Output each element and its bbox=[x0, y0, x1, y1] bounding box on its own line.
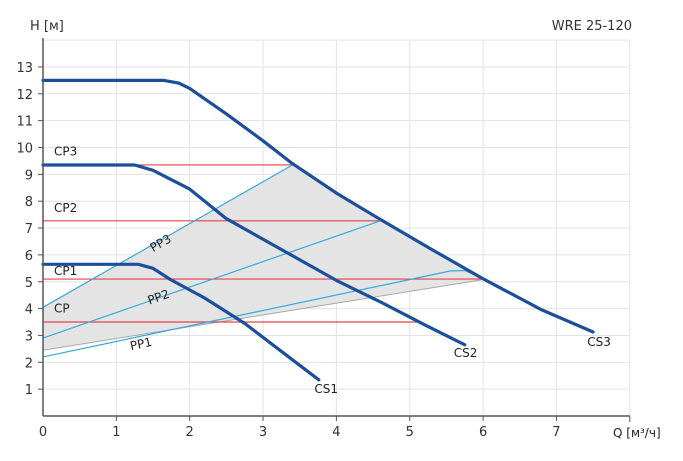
x-tick-label: 3 bbox=[259, 425, 267, 440]
y-tick-label: 10 bbox=[16, 142, 33, 157]
pump-curve-cs1 bbox=[41, 262, 321, 382]
cp-label: CP3 bbox=[54, 145, 77, 159]
x-tick-label: 1 bbox=[112, 425, 120, 440]
y-tick-label: 4 bbox=[25, 303, 33, 318]
y-tick-label: 11 bbox=[16, 115, 33, 130]
chart-title: WRE 25-120 bbox=[552, 19, 632, 34]
y-tick-label: 13 bbox=[16, 61, 33, 76]
y-tick-label: 1 bbox=[25, 383, 33, 398]
pp-label: PP2 bbox=[146, 287, 171, 307]
cs-label: CS3 bbox=[587, 335, 611, 349]
x-axis-label: Q [м³/ч] bbox=[613, 426, 661, 440]
pump-curve-cs2 bbox=[41, 163, 467, 347]
x-tick-label: 5 bbox=[406, 425, 414, 440]
operating-area bbox=[42, 165, 484, 351]
y-tick-label: 8 bbox=[25, 195, 33, 210]
pp-label: PP1 bbox=[129, 335, 154, 353]
y-tick-label: 2 bbox=[25, 356, 33, 371]
cs-label: CS1 bbox=[314, 382, 338, 396]
y-tick-label: 7 bbox=[25, 222, 33, 237]
y-tick-label: 6 bbox=[25, 249, 33, 264]
operating-area-fill bbox=[43, 165, 484, 351]
x-tick-label: 7 bbox=[552, 425, 560, 440]
y-tick-label: 5 bbox=[25, 276, 33, 291]
x-tick-label: 0 bbox=[39, 425, 47, 440]
cp-label: CP bbox=[54, 302, 70, 316]
y-tick-label: 9 bbox=[25, 168, 33, 183]
x-tick-label: 4 bbox=[332, 425, 340, 440]
cp-label: CP1 bbox=[54, 264, 77, 278]
pp-line-pp2 bbox=[42, 220, 381, 339]
pump-curve-cs3 bbox=[41, 78, 595, 334]
pp-line-pp3 bbox=[42, 164, 293, 308]
cs-label: CS2 bbox=[454, 346, 478, 360]
operating-area-edge bbox=[42, 279, 484, 351]
x-tick-label: 6 bbox=[479, 425, 487, 440]
y-tick-label: 3 bbox=[25, 329, 33, 344]
y-axis-label: H [м] bbox=[30, 19, 64, 34]
curves bbox=[41, 78, 595, 382]
cp-label: CP2 bbox=[54, 201, 77, 215]
x-tick-label: 2 bbox=[186, 425, 194, 440]
y-tick-label: 12 bbox=[16, 88, 33, 103]
